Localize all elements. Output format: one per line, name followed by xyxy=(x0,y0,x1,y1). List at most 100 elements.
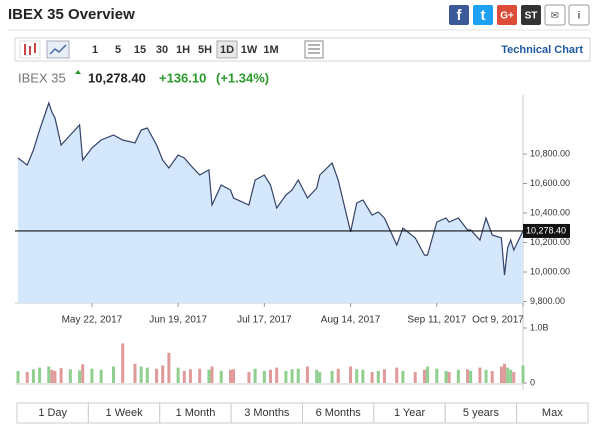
volume-bar xyxy=(355,369,359,383)
volume-bar xyxy=(81,364,85,383)
volume-bar xyxy=(188,369,192,383)
volume-bar xyxy=(247,372,251,383)
volume-bar xyxy=(121,343,125,383)
range-button-label: Max xyxy=(542,407,563,419)
volume-bar xyxy=(133,363,137,383)
y-tick-label: 10,400.00 xyxy=(530,207,570,217)
volume-bar xyxy=(447,372,451,383)
volume-bar xyxy=(50,369,54,383)
volume-bar xyxy=(456,369,460,383)
volume-bar xyxy=(167,352,171,383)
share-icon-label: ST xyxy=(525,11,538,22)
y-tick-label: 10,000.00 xyxy=(530,266,570,276)
line-glyph xyxy=(49,44,67,55)
period-button[interactable]: 1W xyxy=(241,44,258,56)
volume-bar xyxy=(376,370,380,383)
volume-bar xyxy=(176,367,180,383)
share-icon[interactable] xyxy=(544,4,566,26)
share-icon-label: i xyxy=(578,11,581,22)
volume-bar xyxy=(25,372,29,383)
x-tick-label: Jun 19, 2017 xyxy=(149,315,207,326)
period-button[interactable]: 30 xyxy=(156,44,168,56)
line-icon[interactable] xyxy=(46,40,70,59)
volume-bar xyxy=(413,372,417,383)
candle-glyph xyxy=(24,43,36,55)
period-button[interactable]: 1D xyxy=(220,44,234,56)
share-icon-label: f xyxy=(457,7,463,24)
volume-bar xyxy=(318,372,322,383)
volume-bar xyxy=(47,366,51,383)
period-selected xyxy=(216,40,238,59)
volume-tick-label: 1.0B xyxy=(530,322,549,332)
volume-bar xyxy=(361,369,365,383)
volume-bar xyxy=(503,363,507,383)
volume-bar xyxy=(382,369,386,383)
volume-bar xyxy=(139,366,143,383)
volume-bar xyxy=(512,372,516,383)
volume-bar xyxy=(68,369,72,383)
x-tick-label: Aug 14, 2017 xyxy=(321,315,381,326)
volume-bar xyxy=(435,368,439,383)
price-area xyxy=(18,103,523,303)
share-icon[interactable] xyxy=(521,5,541,25)
volume-bar xyxy=(269,369,272,383)
volume-bar xyxy=(490,370,494,383)
volume-bar xyxy=(336,368,340,383)
quote-change-pct: (+1.34%) xyxy=(216,70,269,85)
period-button[interactable]: 1M xyxy=(263,44,278,56)
x-tick-label: Jul 17, 2017 xyxy=(237,315,292,326)
period-button[interactable]: 5 xyxy=(115,44,121,56)
last-price-label: 10,278.40 xyxy=(526,225,566,235)
period-button[interactable]: 1 xyxy=(92,44,98,56)
volume-bar xyxy=(232,369,236,383)
share-icon[interactable] xyxy=(568,4,590,26)
share-icon-label: t xyxy=(481,7,486,24)
volume-bar xyxy=(330,370,334,383)
indicator-glyph xyxy=(308,44,320,54)
range-button[interactable] xyxy=(516,402,589,424)
y-tick-label: 9,800.00 xyxy=(530,296,565,306)
x-tick-label: Oct 9, 2017 xyxy=(472,315,524,326)
volume-bar xyxy=(284,370,288,383)
volume-bar xyxy=(478,367,482,383)
volume-bar xyxy=(210,366,214,383)
volume-bar xyxy=(426,366,430,383)
share-icon[interactable] xyxy=(473,5,493,25)
volume-bar xyxy=(262,370,266,383)
last-price-tag xyxy=(523,223,570,238)
y-tick-label: 10,600.00 xyxy=(530,178,570,188)
x-tick-label: May 22, 2017 xyxy=(62,315,123,326)
volume-bar xyxy=(111,366,115,383)
volume-bar xyxy=(38,367,42,383)
volume-bar xyxy=(370,372,374,383)
volume-bar xyxy=(145,367,149,383)
volume-bar xyxy=(290,369,294,383)
x-tick-label: Sep 11, 2017 xyxy=(407,315,466,326)
volume-bar xyxy=(296,368,300,383)
period-button[interactable]: 1H xyxy=(176,44,190,56)
volume-bar xyxy=(78,370,82,383)
volume-bar xyxy=(90,368,94,383)
range-button-label: 1 Day xyxy=(38,407,67,419)
volume-bar xyxy=(207,369,211,383)
volume-bar xyxy=(253,368,257,383)
volume-bar xyxy=(228,369,232,383)
quote-last: 10,278.40 xyxy=(88,70,146,85)
volume-bar xyxy=(484,369,488,383)
volume-bar xyxy=(466,369,470,383)
up-arrow xyxy=(75,70,81,74)
volume-bar xyxy=(395,367,399,383)
volume-bar xyxy=(16,370,20,383)
volume-bar xyxy=(349,366,353,383)
period-button[interactable]: 5H xyxy=(198,44,212,56)
share-icon[interactable] xyxy=(449,5,469,25)
technical-chart-link[interactable]: Technical Chart xyxy=(501,44,583,56)
volume-bar xyxy=(219,370,223,383)
share-icon[interactable] xyxy=(497,5,517,25)
y-tick-label: 10,200.00 xyxy=(530,237,570,247)
chart-type-icons xyxy=(19,40,324,59)
volume-bar xyxy=(444,370,448,383)
period-button[interactable]: 15 xyxy=(134,44,146,56)
volume-tick-label: 0 xyxy=(530,377,535,387)
